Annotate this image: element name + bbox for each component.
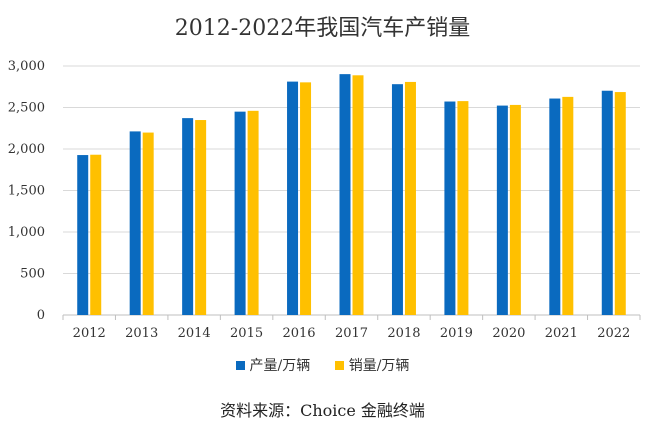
bar-sales-2022	[614, 92, 626, 315]
legend-label-production: 产量/万辆	[249, 358, 311, 374]
x-tick-label: 2012	[73, 326, 106, 341]
x-tick-label: 2022	[597, 326, 630, 341]
axes	[62, 314, 641, 320]
x-tick-label: 2019	[440, 326, 473, 341]
x-tick-label: 2013	[125, 326, 158, 341]
tick-labels: 0 500 1,000 1,500 2,000 2,500 3,000 2012 2013 201…	[8, 59, 631, 341]
legend-label-sales: 销量/万辆	[348, 358, 410, 374]
y-tick-label: 2,000	[8, 142, 45, 157]
y-tick-label: 0	[37, 308, 45, 323]
bar-production-2018	[391, 84, 403, 315]
x-tick-label: 2021	[545, 326, 578, 341]
x-tick-label: 2014	[178, 326, 211, 341]
bar-sales-2012	[90, 154, 102, 315]
bar-production-2021	[549, 98, 561, 315]
legend-swatch-production	[235, 361, 245, 370]
bars	[77, 74, 626, 316]
x-tick-label: 2016	[282, 326, 315, 341]
y-tick-label: 500	[20, 267, 45, 282]
bar-production-2015	[234, 111, 246, 316]
bar-sales-2021	[562, 96, 574, 315]
x-tick-label: 2018	[387, 326, 420, 341]
bar-sales-2016	[300, 82, 312, 315]
bar-sales-2019	[457, 101, 469, 315]
bar-production-2012	[77, 155, 89, 315]
y-tick-label: 1,000	[8, 225, 45, 240]
bar-production-2014	[182, 118, 194, 316]
bar-sales-2018	[404, 81, 416, 315]
bar-production-2022	[601, 90, 613, 315]
x-tick-label: 2015	[230, 326, 263, 341]
bar-sales-2014	[195, 120, 207, 316]
bar-production-2017	[339, 74, 351, 315]
source-note: 资料来源：Choice 金融终端	[220, 401, 425, 420]
y-tick-label: 3,000	[8, 59, 45, 74]
bar-production-2013	[129, 131, 141, 315]
bar-sales-2013	[142, 132, 154, 315]
bar-production-2019	[444, 101, 456, 315]
bar-sales-2017	[352, 75, 364, 316]
legend-item-production: 产量/万辆	[235, 355, 311, 375]
x-tick-label: 2017	[335, 326, 368, 341]
y-tick-label: 2,500	[8, 101, 45, 116]
bar-production-2016	[287, 81, 299, 315]
gridlines	[63, 65, 640, 274]
bar-production-2020	[496, 105, 508, 315]
bar-sales-2015	[247, 110, 259, 315]
legend: 产量/万辆 销量/万辆	[0, 355, 645, 375]
chart-title: 2012-2022年我国汽车产销量	[174, 16, 471, 41]
x-tick-label: 2020	[492, 326, 525, 341]
legend-swatch-sales	[334, 361, 344, 370]
bar-sales-2020	[509, 104, 521, 315]
y-tick-label: 1,500	[8, 184, 45, 199]
legend-item-sales: 销量/万辆	[334, 355, 410, 375]
